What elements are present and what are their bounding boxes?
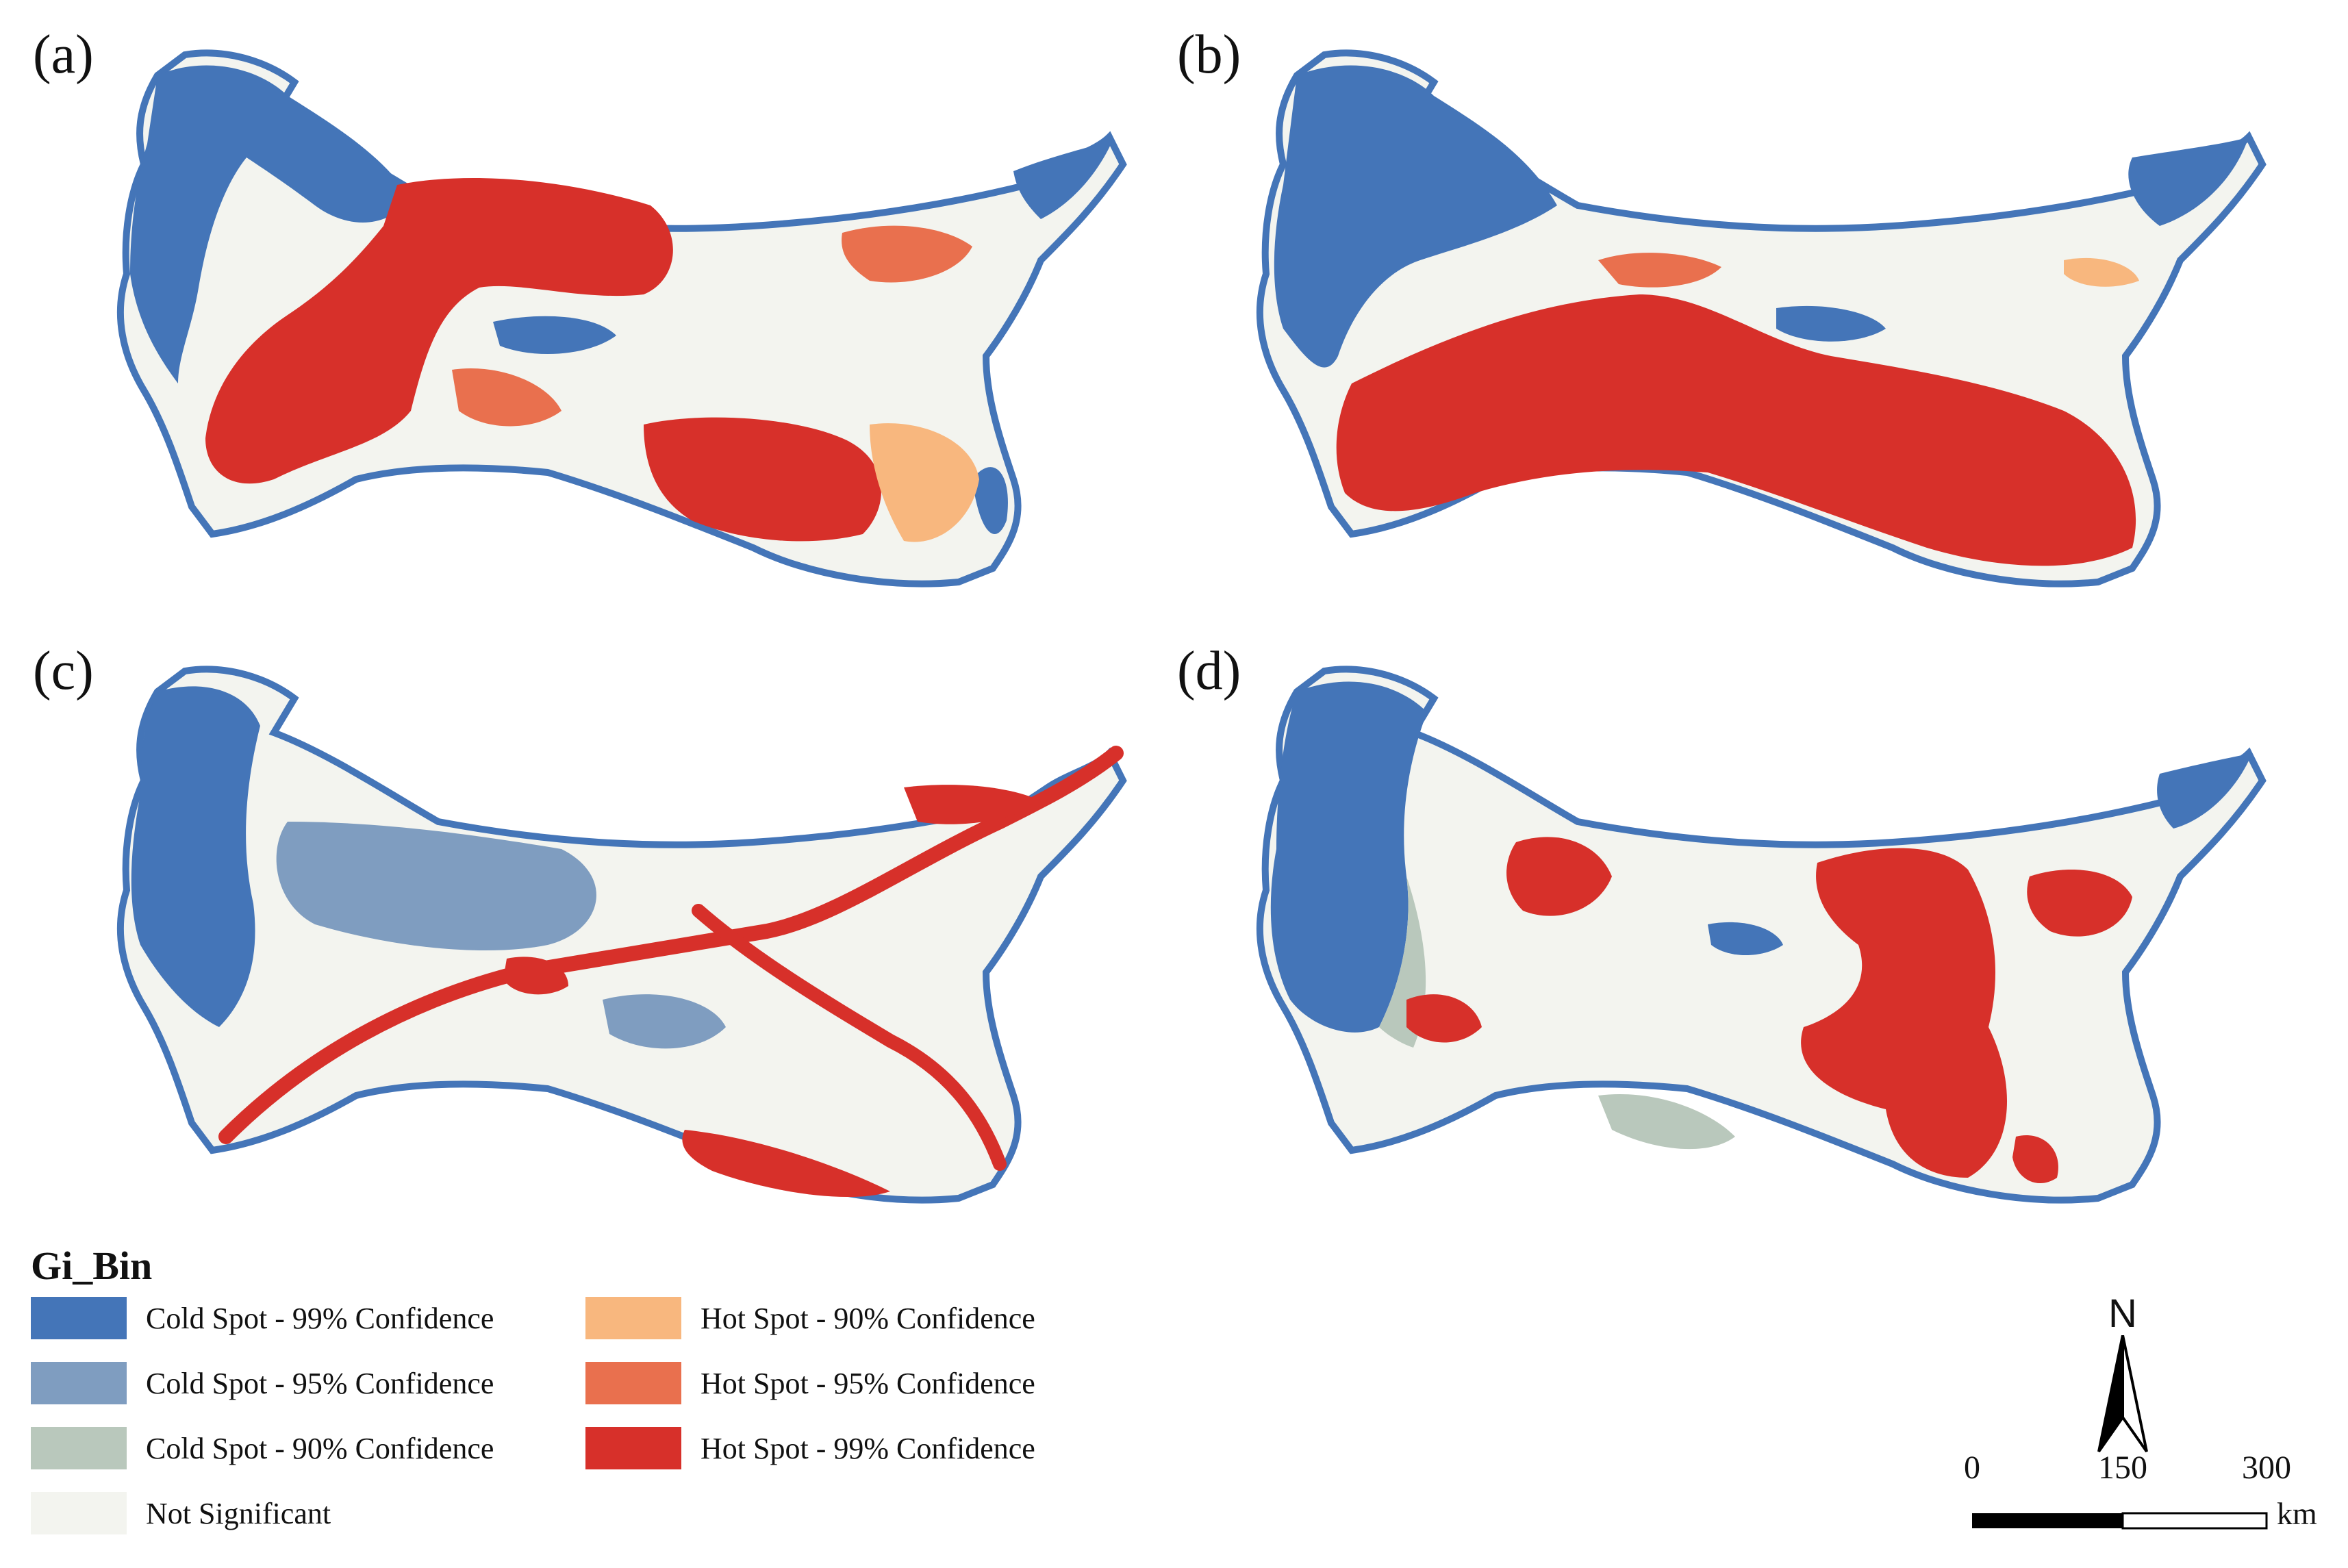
- panel-label-d: (d): [1177, 641, 1241, 701]
- panel-label-c: (c): [33, 641, 94, 701]
- hot-spot-area: [1598, 253, 1721, 288]
- scale-tick-0: 0: [1964, 1450, 1980, 1486]
- cold-spot-area: [1013, 140, 1113, 219]
- map-panel-d: (d): [1174, 616, 2347, 1219]
- legend-label: Hot Spot - 90% Confidence: [700, 1301, 1035, 1335]
- hot-spot-area: [692, 904, 1007, 1171]
- hot-spot-area: [644, 417, 882, 542]
- north-arrow-icon: [2097, 1335, 2148, 1453]
- hot-spot-area: [2012, 1135, 2058, 1184]
- hot-spot-area: [842, 225, 972, 283]
- map-d: [1256, 666, 2267, 1204]
- cold-spot-area: [603, 994, 726, 1049]
- legend-label: Not Significant: [146, 1496, 331, 1530]
- map-legend: Gi_Bin Cold Spot - 99% Confidence Cold S…: [31, 1243, 1195, 1565]
- legend-item-cold-95: Cold Spot - 95% Confidence: [31, 1359, 494, 1407]
- scale-tick-300: 300: [2242, 1450, 2291, 1486]
- scale-bar-graphic: [1972, 1512, 2268, 1530]
- map-b: [1256, 49, 2267, 587]
- map-panel-b: (b): [1174, 0, 2347, 603]
- legend-item-hot-99: Hot Spot - 99% Confidence: [585, 1424, 1035, 1472]
- legend-swatch: [585, 1362, 681, 1404]
- legend-swatch: [31, 1492, 127, 1534]
- legend-item-not-significant: Not Significant: [31, 1489, 331, 1537]
- legend-label: Hot Spot - 95% Confidence: [700, 1366, 1035, 1400]
- hot-spot-area: [2027, 870, 2132, 937]
- panel-label-a: (a): [33, 25, 94, 85]
- panel-label-b: (b): [1177, 25, 1241, 85]
- legend-item-hot-90: Hot Spot - 90% Confidence: [585, 1294, 1035, 1342]
- legend-item-cold-90: Cold Spot - 90% Confidence: [31, 1424, 494, 1472]
- scale-bar: 0 150 300 km: [1958, 1452, 2342, 1541]
- hot-spot-area: [205, 178, 673, 484]
- legend-label: Hot Spot - 99% Confidence: [700, 1431, 1035, 1465]
- legend-swatch: [31, 1297, 127, 1339]
- cold-spot-area: [1274, 65, 1557, 368]
- hot-spot-area: [904, 785, 1041, 824]
- hot-spot-area: [870, 423, 979, 542]
- hot-spot-area: [452, 368, 561, 427]
- legend-item-hot-95: Hot Spot - 95% Confidence: [585, 1359, 1035, 1407]
- cold-spot-area: [1776, 305, 1886, 342]
- north-label: N: [2108, 1291, 2137, 1336]
- legend-label: Cold Spot - 95% Confidence: [146, 1366, 494, 1400]
- legend-label: Cold Spot - 90% Confidence: [146, 1431, 494, 1465]
- cold-spot-area: [493, 316, 616, 354]
- hot-spot-area: [503, 957, 568, 995]
- hot-spot-area: [682, 1130, 890, 1198]
- cold-spot-area: [276, 822, 596, 951]
- cold-spot-area: [2157, 753, 2252, 829]
- map-panel-c: (c): [0, 616, 1174, 1219]
- legend-swatch: [31, 1362, 127, 1404]
- cold-spot-area: [2128, 137, 2249, 226]
- legend-swatch: [585, 1427, 681, 1469]
- hot-spot-area: [2064, 257, 2139, 287]
- cold-spot-area: [1598, 1094, 1735, 1150]
- map-c: [116, 666, 1127, 1204]
- hot-spot-area: [1801, 848, 2008, 1178]
- north-arrow: N: [2085, 1294, 2160, 1458]
- legend-swatch: [585, 1297, 681, 1339]
- scale-tick-150: 150: [2098, 1450, 2147, 1486]
- legend-title: Gi_Bin: [31, 1243, 153, 1288]
- cold-spot-area: [1708, 922, 1783, 955]
- scale-unit: km: [2277, 1496, 2317, 1531]
- map-panel-a: (a): [0, 0, 1174, 603]
- region-outline: [116, 666, 1127, 1204]
- map-a: [116, 49, 1127, 587]
- legend-label: Cold Spot - 99% Confidence: [146, 1301, 494, 1335]
- hot-spot-area: [1506, 837, 1612, 916]
- legend-item-cold-99: Cold Spot - 99% Confidence: [31, 1294, 494, 1342]
- legend-swatch: [31, 1427, 127, 1469]
- cold-spot-area: [130, 65, 411, 384]
- cold-spot-area: [972, 467, 1008, 534]
- cold-spot-area: [1270, 681, 1427, 1033]
- hot-spot-area: [1336, 294, 2136, 566]
- hot-spot-area: [1406, 994, 1482, 1043]
- cold-spot-area: [131, 686, 260, 1027]
